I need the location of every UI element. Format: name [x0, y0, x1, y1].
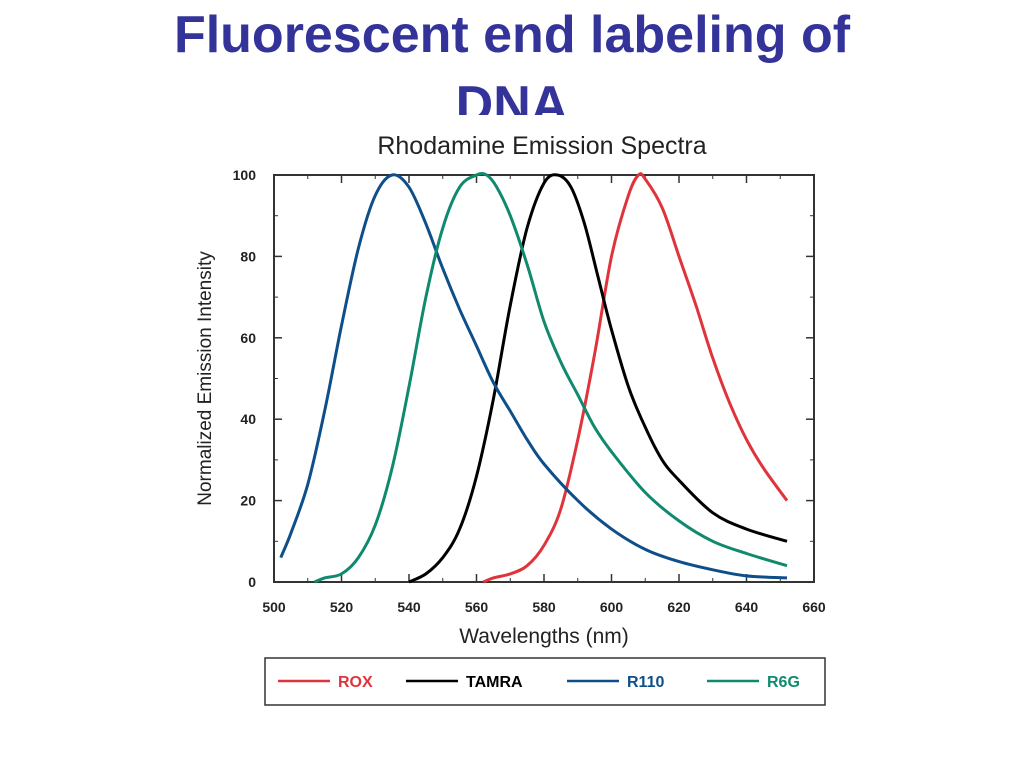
series-lines	[279, 172, 789, 584]
legend: ROX TAMRA R110 R6G	[278, 674, 800, 691]
x-tick-label: 600	[600, 599, 624, 615]
x-axis-label: Wavelengths (nm)	[459, 625, 629, 648]
y-tick-label: 60	[240, 330, 256, 346]
series-line-r110	[279, 173, 788, 580]
x-tick-label: 580	[532, 599, 556, 615]
emission-spectra-chart: Rhodamine Emission Spectra Normalized Em…	[195, 132, 826, 706]
plot-area-frame	[273, 174, 815, 583]
x-tick-label: 660	[802, 599, 826, 615]
y-axis-label: Normalized Emission Intensity	[195, 251, 216, 506]
x-tick-label: 620	[667, 599, 691, 615]
slide-title-line-1: Fluorescent end labeling of	[173, 6, 851, 64]
y-tick-label: 20	[240, 493, 256, 509]
legend-label-r6g: R6G	[767, 674, 800, 691]
series-line-r6g	[313, 172, 788, 584]
x-tick-label: 500	[262, 599, 286, 615]
x-tick-label: 560	[465, 599, 489, 615]
chart-container: Rhodamine Emission Spectra Normalized Em…	[180, 115, 840, 715]
chart-title: Rhodamine Emission Spectra	[377, 132, 706, 160]
slide-title: Fluorescent end labeling of DNA	[0, 0, 1024, 140]
x-tick-label: 640	[735, 599, 759, 615]
x-tick-label: 520	[330, 599, 354, 615]
y-tick-label: 100	[233, 167, 257, 183]
y-tick-label: 40	[240, 411, 256, 427]
legend-label-rox: ROX	[338, 674, 373, 691]
y-tick-label: 80	[240, 248, 256, 264]
legend-label-tamra: TAMRA	[466, 674, 523, 691]
legend-label-r110: R110	[627, 674, 664, 691]
axis-ticks: 500 520 540 560 580 600 620 640 660 0 20 40 60 80 100	[233, 167, 826, 615]
y-tick-label: 0	[248, 574, 256, 590]
x-tick-label: 540	[397, 599, 421, 615]
series-line-tamra	[408, 173, 788, 584]
series-line-rox	[482, 172, 789, 584]
